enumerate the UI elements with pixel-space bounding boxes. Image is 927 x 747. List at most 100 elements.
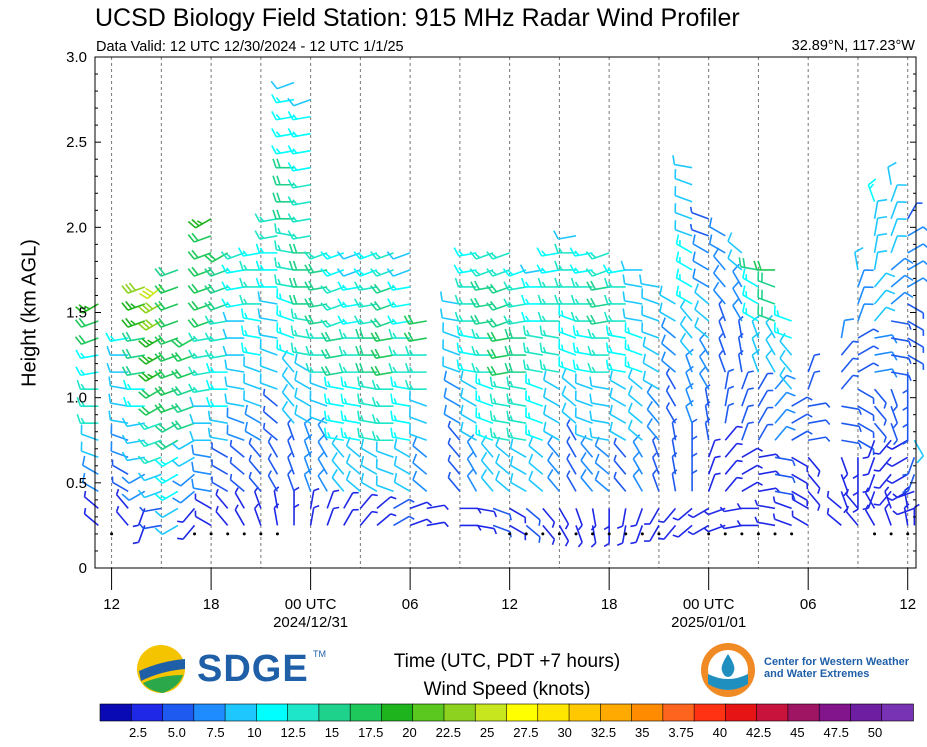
wind-barb-flag xyxy=(125,300,133,310)
wind-barb-flag xyxy=(345,453,351,464)
wind-barb xyxy=(607,351,626,356)
wind-barb-flag xyxy=(886,496,893,502)
x-tick-label: 18 xyxy=(203,596,220,613)
wind-barb xyxy=(394,481,411,493)
wind-barb-flag xyxy=(605,359,609,370)
wind-barb-flag xyxy=(393,455,398,466)
wind-barb xyxy=(774,473,793,479)
wind-barb xyxy=(248,442,262,458)
wind-barb-flag xyxy=(360,455,365,466)
wind-barb xyxy=(873,200,879,219)
wind-barb xyxy=(475,416,494,424)
wind-barb-flag xyxy=(390,427,394,438)
wind-barb-flag xyxy=(609,363,613,370)
wind-barb-flag xyxy=(883,436,887,443)
wind-barb-flag xyxy=(172,480,182,487)
wind-barb-flag xyxy=(873,452,880,455)
wind-barb xyxy=(574,269,593,274)
wind-barb-flag xyxy=(658,520,665,523)
wind-barb xyxy=(649,525,660,542)
wind-barb xyxy=(466,475,478,492)
wind-barb-flag xyxy=(287,469,293,475)
wind-barb xyxy=(475,382,494,390)
wind-barb xyxy=(757,297,776,305)
wind-barb xyxy=(757,424,769,441)
wind-barb-layer xyxy=(74,80,927,548)
wind-barb xyxy=(594,445,610,458)
wind-barb-flag xyxy=(292,148,298,154)
wind-barb-flag xyxy=(262,388,266,395)
wind-barb-flag xyxy=(806,413,813,418)
wind-barb-flag xyxy=(360,398,364,405)
wind-barb-flag xyxy=(355,328,360,339)
wind-barb xyxy=(646,425,660,441)
wind-barb xyxy=(126,422,145,428)
wind-barb-flag xyxy=(137,421,146,430)
wind-barb xyxy=(182,507,196,523)
wind-barb-flag xyxy=(506,376,510,387)
wind-barb-flag xyxy=(287,230,294,240)
wind-barb xyxy=(126,354,145,359)
wind-barb-flag xyxy=(603,311,609,322)
wind-barb xyxy=(178,456,195,467)
wind-barb-flag xyxy=(357,393,361,404)
wind-barb-flag xyxy=(574,281,580,288)
wind-barb-flag xyxy=(240,308,244,319)
wind-barb xyxy=(325,354,344,359)
wind-barb xyxy=(293,98,311,107)
wind-barb-flag xyxy=(574,250,580,256)
wind-barb xyxy=(409,433,427,442)
wind-barb xyxy=(757,390,769,407)
wind-barb xyxy=(145,388,162,399)
wind-barb-flag xyxy=(141,406,150,414)
wind-barb-flag xyxy=(904,486,910,492)
colorbar-label: 47.5 xyxy=(824,725,849,740)
wind-barb-flag xyxy=(109,335,115,342)
wind-barb xyxy=(343,269,361,277)
wind-barb xyxy=(561,411,577,424)
wind-barb xyxy=(326,252,345,260)
wind-barb-flag xyxy=(574,315,580,322)
wind-barb xyxy=(558,365,577,373)
wind-barb-flag xyxy=(121,493,130,501)
wind-barb xyxy=(193,286,212,294)
wind-barb-flag xyxy=(590,253,597,259)
wind-barb-flag xyxy=(171,442,180,450)
wind-barb-flag xyxy=(508,284,514,290)
wind-barb-flag xyxy=(694,317,700,327)
wind-barb xyxy=(867,184,876,203)
wind-barb xyxy=(791,473,808,485)
wind-barb xyxy=(890,257,906,271)
wind-barb-flag xyxy=(281,383,289,393)
wind-barb-flag xyxy=(244,404,248,415)
wind-barb-flag xyxy=(343,398,348,405)
wind-barb xyxy=(244,430,262,441)
wind-barb-flag xyxy=(309,253,315,259)
wind-barb xyxy=(691,228,709,237)
wind-barb-flag xyxy=(541,298,547,305)
wind-barb-flag xyxy=(602,264,609,274)
wind-barb-flag xyxy=(259,281,265,288)
wind-barb-flag xyxy=(675,251,680,262)
wind-barb-flag xyxy=(340,376,344,387)
wind-barb xyxy=(234,509,245,526)
wind-barb xyxy=(663,524,677,540)
wind-barb xyxy=(677,507,693,521)
wind-barb xyxy=(475,286,494,291)
wind-barb-flag xyxy=(560,327,564,334)
wind-barb xyxy=(359,436,378,442)
wind-barb xyxy=(281,408,295,424)
wind-barb-flag xyxy=(757,481,763,486)
wind-barb-flag xyxy=(852,340,859,344)
wind-barb-flag xyxy=(728,402,735,407)
wind-barb xyxy=(541,351,560,356)
wind-barb xyxy=(292,166,311,172)
wind-barb-flag xyxy=(287,97,295,107)
wind-barb xyxy=(292,218,311,223)
wind-barb xyxy=(528,479,544,492)
wind-barb xyxy=(737,337,743,356)
wind-barb-flag xyxy=(248,437,252,444)
wind-barb xyxy=(443,396,461,407)
wind-barb-flag xyxy=(675,268,680,279)
wind-barb-flag xyxy=(393,398,398,405)
